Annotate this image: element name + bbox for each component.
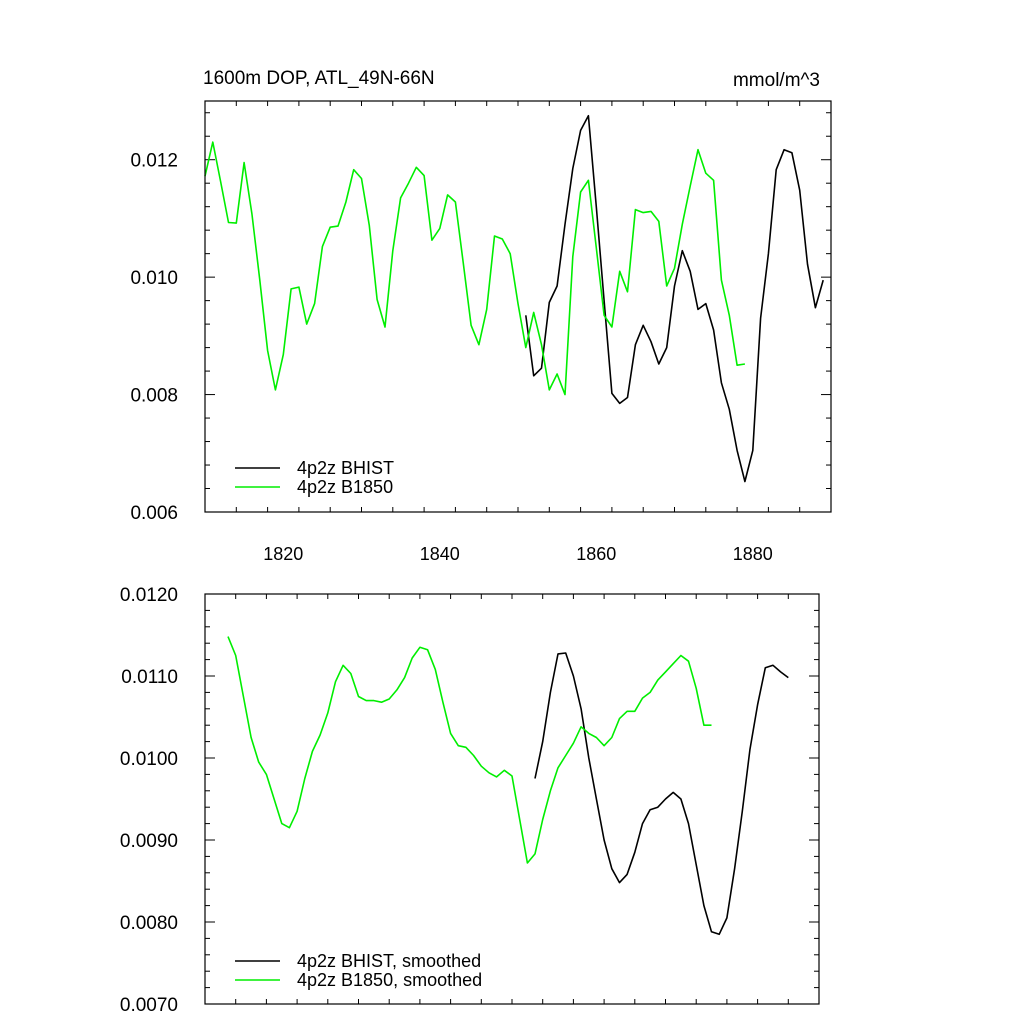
bottom-chart-series bbox=[227, 636, 789, 936]
top-chart-units: mmol/m^3 bbox=[733, 70, 820, 91]
bottom-chart: 0.0070 0.0080 0.0090 0.0100 0.0110 0.0120 4p2… bbox=[120, 585, 820, 1016]
series-line-bhist bbox=[525, 114, 824, 483]
top-chart: 1600m DOP, ATL_49N-66N mmol/m^3 1820 1840… bbox=[130, 68, 832, 564]
y-tick-label: 0.006 bbox=[130, 503, 178, 524]
x-tick-label: 1860 bbox=[576, 544, 616, 564]
y-tick-label: 0.0110 bbox=[121, 667, 178, 688]
x-tick-label: 1820 bbox=[263, 544, 303, 564]
x-tick-label: 1840 bbox=[420, 544, 460, 564]
x-tick-label: 1880 bbox=[733, 544, 773, 564]
series-line-bhist bbox=[534, 652, 789, 936]
y-tick-label: 0.0080 bbox=[120, 913, 178, 934]
legend-label: 4p2z B1850, smoothed bbox=[297, 970, 482, 990]
top-chart-title: 1600m DOP, ATL_49N-66N bbox=[203, 68, 435, 89]
y-tick-label: 0.012 bbox=[130, 151, 178, 172]
bottom-chart-frame bbox=[204, 593, 820, 1005]
legend-label: 4p2z B1850 bbox=[297, 477, 393, 497]
y-tick-label: 0.0070 bbox=[120, 995, 178, 1016]
top-chart-frame bbox=[204, 100, 832, 513]
legend-label: 4p2z BHIST bbox=[297, 458, 394, 478]
y-tick-label: 0.0100 bbox=[120, 749, 178, 770]
legend-label: 4p2z BHIST, smoothed bbox=[297, 951, 481, 971]
series-line-b1850 bbox=[227, 636, 712, 864]
y-tick-label: 0.008 bbox=[130, 386, 178, 407]
bottom-chart-ticks: 0.0070 0.0080 0.0090 0.0100 0.0110 0.0120 bbox=[120, 585, 820, 1016]
y-tick-label: 0.0090 bbox=[120, 831, 178, 852]
y-tick-label: 0.0120 bbox=[120, 585, 178, 606]
top-chart-ticks: 1820 1840 1860 1880 0.006 0.008 0.010 0.012 bbox=[130, 101, 832, 564]
y-tick-label: 0.010 bbox=[130, 268, 178, 289]
top-chart-series bbox=[204, 114, 824, 483]
series-line-b1850 bbox=[204, 141, 746, 396]
